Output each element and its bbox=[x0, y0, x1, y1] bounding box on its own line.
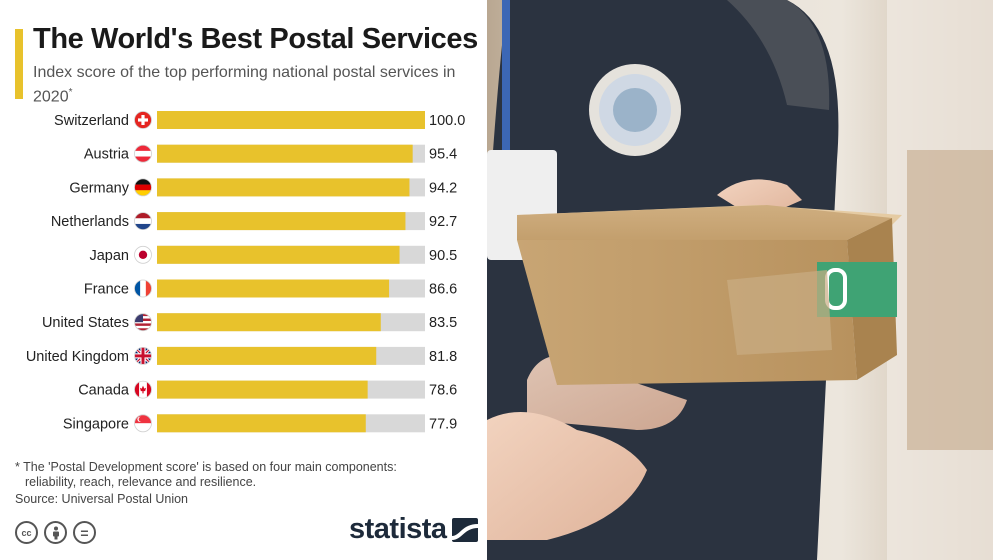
netherlands-flag bbox=[134, 212, 152, 230]
value-label-united-kingdom: 81.8 bbox=[429, 349, 457, 365]
chart-title: The World's Best Postal Services bbox=[33, 23, 478, 55]
statista-logo-icon bbox=[451, 517, 478, 542]
category-label-germany: Germany bbox=[69, 180, 129, 196]
cc-icon: cc bbox=[15, 521, 38, 544]
singapore-flag bbox=[134, 414, 152, 433]
category-label-singapore: Singapore bbox=[63, 416, 129, 432]
value-label-united-states: 83.5 bbox=[429, 315, 457, 331]
austria-flag bbox=[134, 144, 152, 163]
value-label-france: 86.6 bbox=[429, 282, 457, 298]
subtitle-footnote-mark: * bbox=[68, 87, 73, 98]
value-label-japan: 90.5 bbox=[429, 248, 457, 264]
value-label-singapore: 77.9 bbox=[429, 416, 457, 432]
bar-row-united-kingdom: United Kingdom 81.8 bbox=[26, 346, 457, 365]
bar-chart: Switzerland 100.0 Austria 95.4 Germany 94.2 Ne… bbox=[26, 111, 465, 433]
cc-icon-text: cc bbox=[21, 527, 32, 538]
bar-row-singapore: Singapore 77.9 bbox=[63, 414, 457, 433]
bar-row-france: France 86.6 bbox=[84, 279, 457, 298]
value-label-canada: 78.6 bbox=[429, 383, 457, 399]
bar-row-united-states: United States 83.5 bbox=[42, 313, 457, 332]
license-icons: cc = bbox=[15, 521, 96, 544]
source-note: Source: Universal Postal Union bbox=[15, 492, 188, 506]
bar-row-japan: Japan 90.5 bbox=[89, 245, 457, 264]
category-label-united-states: United States bbox=[42, 315, 129, 331]
united-kingdom-flag bbox=[134, 346, 152, 365]
japan-flag bbox=[134, 245, 152, 264]
title-accent-bar bbox=[15, 29, 23, 99]
bar-netherlands bbox=[157, 212, 406, 231]
bar-singapore bbox=[157, 414, 366, 433]
category-label-switzerland: Switzerland bbox=[54, 113, 129, 129]
courier-holding-parcel-photo bbox=[487, 0, 993, 560]
germany-flag bbox=[134, 178, 152, 197]
bar-row-austria: Austria 95.4 bbox=[84, 144, 457, 163]
bar-row-germany: Germany 94.2 bbox=[69, 178, 457, 197]
bar-switzerland bbox=[157, 111, 425, 129]
switzerland-flag bbox=[134, 111, 152, 129]
value-label-germany: 94.2 bbox=[429, 180, 457, 196]
canada-flag bbox=[134, 380, 152, 399]
value-label-switzerland: 100.0 bbox=[429, 113, 465, 129]
no-derivatives-icon-text: = bbox=[80, 524, 89, 541]
infographic-panel: The World's Best Postal Services Index s… bbox=[0, 0, 487, 560]
no-derivatives-icon: = bbox=[73, 521, 96, 544]
category-label-united-kingdom: United Kingdom bbox=[26, 349, 129, 365]
category-label-japan: Japan bbox=[89, 248, 129, 264]
footnote: * The 'Postal Development score' is base… bbox=[15, 460, 475, 490]
bar-austria bbox=[157, 144, 413, 163]
footnote-line-1: * The 'Postal Development score' is base… bbox=[15, 460, 397, 474]
value-label-austria: 95.4 bbox=[429, 147, 457, 163]
bar-canada bbox=[157, 380, 368, 399]
category-label-france: France bbox=[84, 282, 129, 298]
bar-row-switzerland: Switzerland 100.0 bbox=[54, 111, 465, 129]
category-label-austria: Austria bbox=[84, 147, 130, 163]
bar-germany bbox=[157, 178, 410, 197]
value-label-netherlands: 92.7 bbox=[429, 214, 457, 230]
footnote-line-2: reliability, reach, relevance and resili… bbox=[25, 475, 257, 489]
bar-france bbox=[157, 279, 390, 298]
chart-subtitle: Index score of the top performing nation… bbox=[33, 63, 473, 107]
bar-japan bbox=[157, 245, 400, 264]
category-label-netherlands: Netherlands bbox=[51, 214, 129, 230]
category-label-canada: Canada bbox=[78, 383, 130, 399]
bar-row-canada: Canada 78.6 bbox=[78, 380, 457, 399]
france-flag bbox=[134, 279, 152, 298]
statista-brand[interactable]: statista bbox=[349, 513, 478, 546]
attribution-icon bbox=[44, 521, 67, 544]
bar-row-netherlands: Netherlands 92.7 bbox=[51, 212, 457, 231]
brand-name: statista bbox=[349, 513, 447, 545]
bar-united-states bbox=[157, 313, 381, 332]
united-states-flag bbox=[134, 313, 152, 332]
subtitle-text: Index score of the top performing nation… bbox=[33, 64, 456, 106]
bar-united-kingdom bbox=[157, 346, 377, 365]
